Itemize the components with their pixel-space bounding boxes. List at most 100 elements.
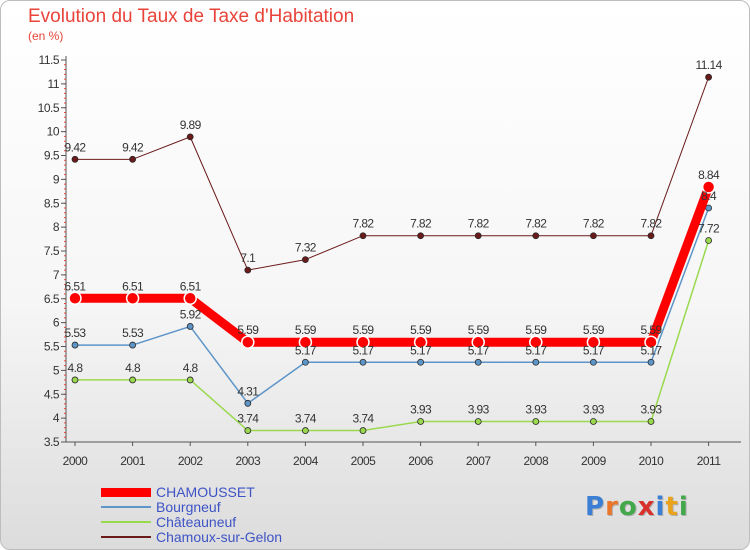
x-tick-label: 2009 (581, 454, 607, 468)
data-point-chamoux-sur-gelon (532, 232, 540, 240)
y-tick-label: 5 (53, 363, 60, 377)
data-point-chateauneuf (359, 427, 367, 434)
data-label-chamoux-sur-gelon: 7.82 (641, 217, 663, 231)
data-point-bourgneuf (359, 358, 367, 366)
data-point-chateauneuf (71, 376, 79, 384)
data-label-chamoux-sur-gelon: 11.14 (696, 58, 723, 72)
x-tick-label: 2002 (178, 454, 204, 468)
data-point-chamousset (241, 335, 255, 349)
data-point-chateauneuf (129, 376, 137, 384)
data-label-chamousset: 5.59 (641, 323, 663, 337)
x-tick-label: 2011 (697, 454, 722, 468)
data-label-chamoux-sur-gelon: 7.82 (468, 217, 490, 231)
data-point-chateauneuf (301, 427, 309, 434)
data-label-bourgneuf: 5.17 (410, 343, 432, 357)
data-label-chamoux-sur-gelon: 9.89 (180, 118, 202, 132)
data-point-chateauneuf (647, 418, 655, 425)
data-label-chamousset: 5.59 (410, 323, 432, 337)
data-point-chamoux-sur-gelon (301, 256, 309, 263)
legend-label: Chamoux-sur-Gelon (156, 529, 283, 545)
data-point-chamoux-sur-gelon (359, 232, 367, 240)
legend-label: Châteauneuf (156, 514, 237, 530)
y-tick-label: 11 (48, 77, 60, 91)
x-tick-label: 2007 (466, 454, 492, 468)
data-label-chateauneuf: 7.72 (698, 221, 720, 235)
legend-swatch (101, 487, 151, 497)
x-tick-label: 2004 (293, 454, 319, 468)
data-label-chateauneuf: 3.74 (353, 412, 375, 426)
y-tick-label: 9.5 (44, 149, 60, 163)
data-label-chamousset: 5.59 (583, 323, 605, 337)
data-point-chamousset (298, 335, 313, 349)
data-label-bourgneuf: 5.17 (641, 343, 663, 357)
y-tick-label: 4.5 (44, 387, 60, 401)
y-tick-label: 3.5 (44, 435, 60, 449)
logo-letter: o (618, 492, 638, 522)
y-unit-label: (en %) (28, 29, 64, 43)
data-point-chamousset (701, 180, 716, 194)
data-point-chamoux-sur-gelon (647, 232, 655, 240)
data-point-chateauneuf (532, 418, 540, 425)
logo-letter: x (637, 492, 656, 522)
data-label-chateauneuf: 3.93 (468, 402, 490, 416)
data-point-chateauneuf (705, 237, 712, 244)
data-point-chamousset (356, 335, 370, 349)
data-point-bourgneuf (705, 204, 712, 212)
data-label-chateauneuf: 4.8 (68, 361, 84, 375)
x-tick-label: 2003 (235, 454, 261, 468)
data-label-bourgneuf: 5.17 (468, 343, 490, 357)
data-label-chamousset: 5.59 (295, 323, 317, 337)
data-label-chateauneuf: 3.93 (583, 402, 605, 416)
data-label-chamousset: 6.51 (122, 279, 144, 293)
data-point-chamousset (471, 335, 485, 349)
data-point-chamousset (183, 291, 197, 306)
data-point-chamoux-sur-gelon (705, 73, 712, 81)
data-label-chamoux-sur-gelon: 7.82 (353, 217, 375, 231)
series-line-chamoux-sur-gelon (74, 76, 710, 271)
data-label-bourgneuf: 5.17 (525, 343, 547, 357)
data-point-chateauneuf (590, 418, 597, 425)
data-point-bourgneuf (244, 399, 252, 407)
data-label-bourgneuf: 5.17 (295, 343, 317, 357)
x-tick-label: 2008 (523, 454, 549, 468)
data-label-chateauneuf: 3.74 (295, 412, 317, 426)
data-point-chamoux-sur-gelon (71, 155, 79, 163)
y-tick-label: 8 (53, 220, 60, 234)
legend-label: CHAMOUSSET (156, 484, 255, 500)
data-point-chamousset (125, 291, 140, 306)
logo-letter: i (655, 492, 666, 522)
data-label-bourgneuf: 5.17 (583, 343, 605, 357)
data-point-chamoux-sur-gelon (417, 232, 425, 240)
data-label-chamousset: 6.51 (65, 279, 87, 293)
logo-letter: P (585, 492, 606, 522)
x-tick-label: 2006 (408, 454, 434, 468)
data-label-chamousset: 5.59 (237, 323, 259, 337)
data-label-chamousset: 5.59 (353, 323, 375, 337)
data-point-chamousset (586, 335, 601, 349)
data-point-bourgneuf (301, 358, 309, 366)
data-point-chateauneuf (244, 427, 252, 434)
data-point-chateauneuf (417, 418, 425, 425)
legend-label: Bourgneuf (156, 499, 221, 515)
data-label-chateauneuf: 4.8 (125, 361, 141, 375)
y-tick-label: 4 (53, 411, 60, 425)
data-point-bourgneuf (417, 358, 425, 366)
logo-letter: i (678, 492, 689, 522)
data-point-chamoux-sur-gelon (244, 266, 252, 274)
data-label-bourgneuf: 4.31 (237, 384, 259, 398)
data-label-chamousset: 6.51 (180, 279, 202, 293)
y-tick-label: 10.5 (38, 101, 60, 115)
y-tick-label: 7.5 (44, 244, 60, 258)
data-point-chamousset (644, 335, 658, 349)
data-label-chateauneuf: 4.8 (183, 361, 199, 375)
data-point-chamoux-sur-gelon (186, 133, 194, 141)
data-label-chateauneuf: 3.74 (237, 412, 259, 426)
data-point-bourgneuf (590, 358, 597, 366)
data-point-bourgneuf (129, 341, 137, 349)
y-tick-label: 8.5 (44, 196, 60, 210)
x-tick-label: 2001 (120, 454, 146, 468)
data-label-chamousset: 5.59 (468, 323, 490, 337)
data-label-bourgneuf: 5.92 (180, 307, 202, 321)
